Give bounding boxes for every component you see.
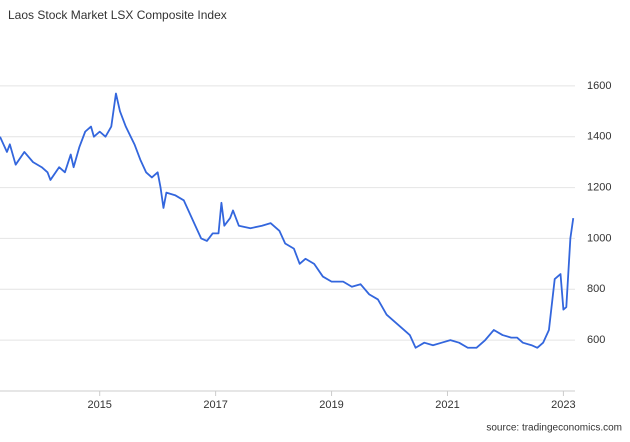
y-tick-label: 1400: [587, 131, 611, 143]
x-tick-label: 2023: [551, 399, 575, 411]
source: source: tradingeconomics.com: [486, 423, 622, 434]
x-tick-label: 2017: [203, 399, 227, 411]
y-tick-label: 1000: [587, 232, 611, 244]
line-series: [0, 92, 575, 349]
x-tick-label: 2015: [87, 399, 111, 411]
x-tick-label: 2021: [435, 399, 459, 411]
y-tick-label: 600: [587, 334, 605, 346]
y-tick-label: 1200: [587, 181, 611, 193]
x-tick-label: 2019: [319, 399, 343, 411]
y-tick-label: 800: [587, 283, 605, 295]
chart-title: Laos Stock Market LSX Composite Index: [8, 8, 227, 22]
y-tick-label: 1600: [587, 80, 611, 92]
